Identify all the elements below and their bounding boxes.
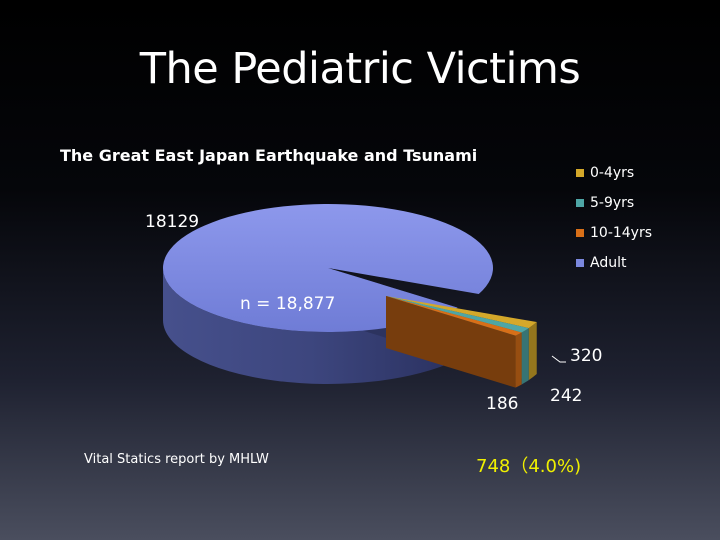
pie-slice-0-4yrs-side <box>528 322 537 381</box>
pediatric-summary: 748（4.0%) <box>476 456 582 477</box>
legend-item-10-14yrs: 10-14yrs <box>576 218 652 248</box>
pie-side-adult <box>163 268 458 384</box>
legend-item-adult: Adult <box>576 248 652 278</box>
n-total-annotation: n = 18,877 <box>240 294 336 314</box>
pie-slice-5-9yrs <box>386 296 529 333</box>
pie-slice-10-14yrs-side <box>515 332 522 388</box>
chart-title: The Great East Japan Earthquake and Tsun… <box>60 146 478 165</box>
adult-value-label: 18129 <box>145 212 200 232</box>
pie-slice-0-4yrs <box>386 296 537 329</box>
legend-item-5-9yrs: 5-9yrs <box>576 188 652 218</box>
legend: 0-4yrs 5-9yrs 10-14yrs Adult <box>576 158 652 278</box>
legend-swatch <box>576 199 584 207</box>
source-note: Vital Statics report by MHLW <box>84 452 269 467</box>
legend-item-0-4yrs: 0-4yrs <box>576 158 652 188</box>
pie-slice-adult <box>162 204 493 332</box>
slide-title: The Pediatric Victims <box>139 44 581 94</box>
legend-label: Adult <box>590 255 627 271</box>
legend-swatch <box>576 169 584 177</box>
legend-swatch <box>576 259 584 267</box>
legend-label: 0-4yrs <box>590 165 635 181</box>
legend-swatch <box>576 229 584 237</box>
pie-slice-10-14yrs-cut <box>386 296 516 388</box>
legend-label: 5-9yrs <box>590 195 635 211</box>
value-label-5-9yrs: 242 <box>550 386 583 406</box>
pie-slice-10-14yrs <box>386 296 522 336</box>
value-label-0-4yrs: 320 <box>570 346 603 366</box>
legend-label: 10-14yrs <box>590 225 653 241</box>
value-label-10-14yrs: 186 <box>486 394 519 414</box>
pie-slice-5-9yrs-side <box>521 328 529 385</box>
